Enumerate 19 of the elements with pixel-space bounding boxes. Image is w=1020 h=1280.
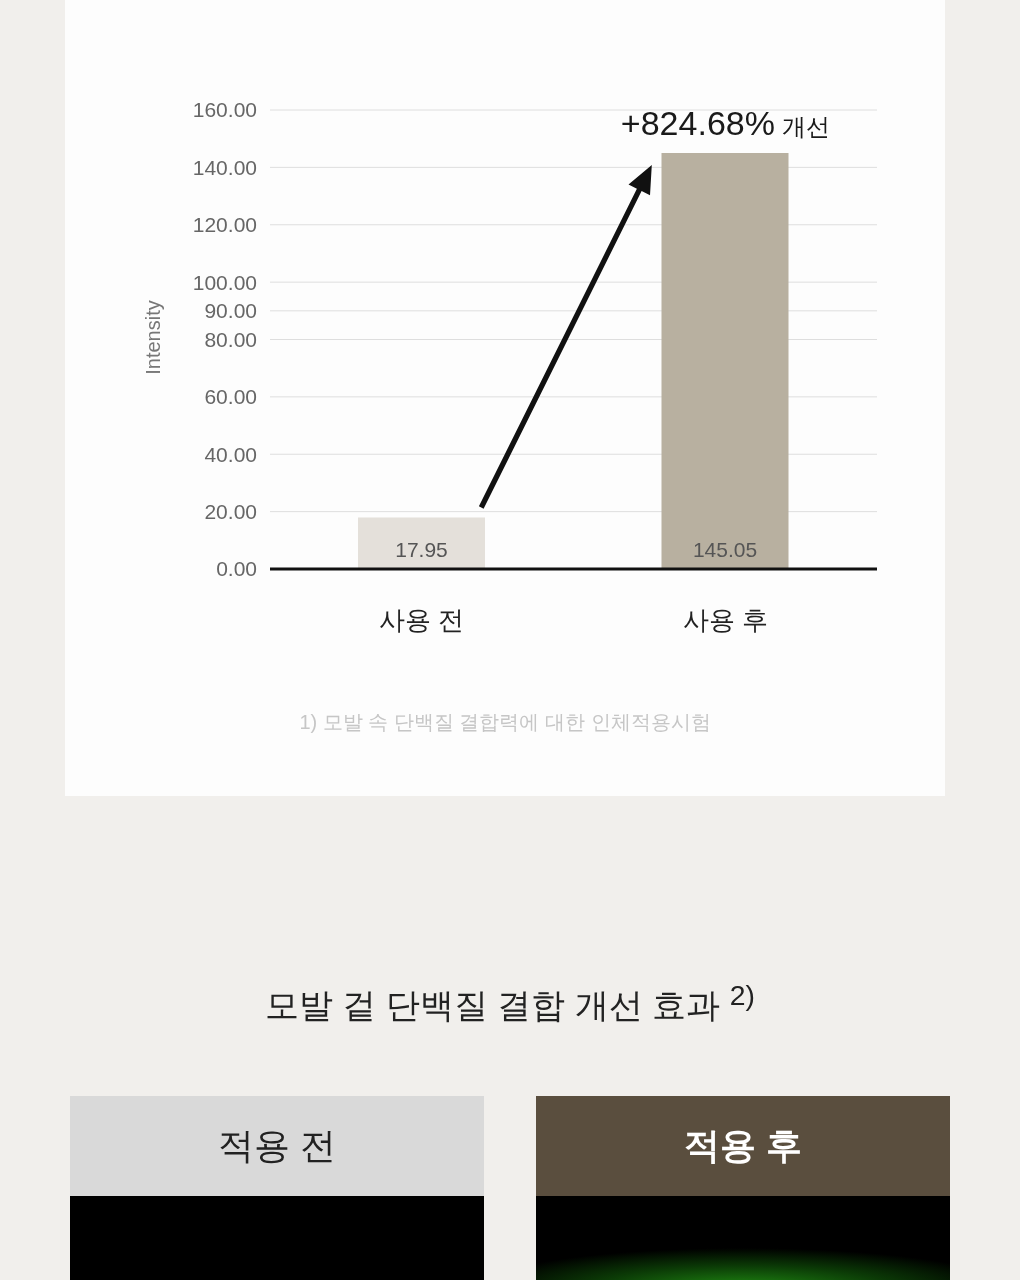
y-tick-label: 20.00: [204, 500, 257, 524]
data-label: 17.95: [395, 537, 448, 561]
x-tick-label: 사용 후: [682, 605, 768, 636]
y-tick-label: 40.00: [204, 442, 257, 466]
y-tick-label: 100.00: [192, 270, 257, 294]
annotation: +824.68% 개선: [620, 103, 830, 142]
y-tick-label: 120.00: [192, 213, 257, 237]
y-tick-label: 140.00: [192, 155, 257, 179]
data-label: 145.05: [692, 537, 758, 561]
text: 적용 전: [217, 1123, 336, 1168]
text: 모발 겉 단백질 결합 개선 효과 $^{2)}$: [265, 979, 755, 1025]
y-tick-label: 60.00: [204, 385, 257, 409]
y-tick-label: 0.00: [216, 557, 257, 581]
x-tick-label: 사용 전: [379, 605, 465, 636]
y-tick-label: 80.00: [204, 327, 257, 351]
y-axis-title: Intensity: [142, 300, 164, 375]
y-tick-label: 90.00: [204, 299, 257, 323]
y-tick-label: 160.00: [192, 98, 257, 122]
text: 적용 후: [683, 1123, 802, 1168]
